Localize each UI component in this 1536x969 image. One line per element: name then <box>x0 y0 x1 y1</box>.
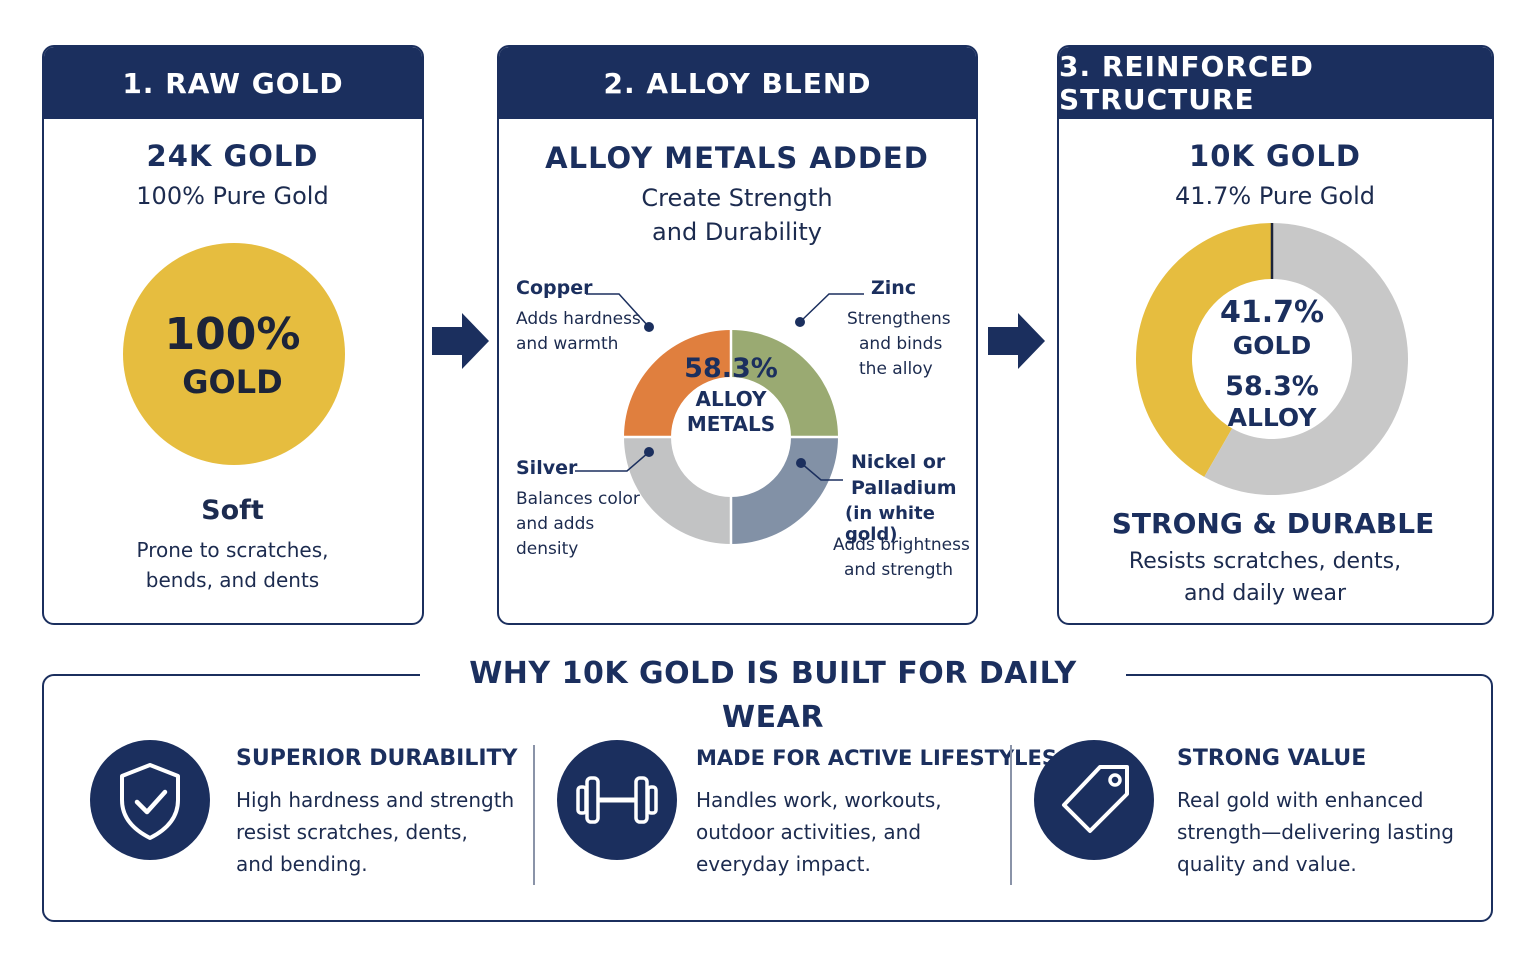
silver-segment <box>624 437 731 544</box>
feature-desc-line1: High hardness and strength <box>236 788 515 812</box>
feature-desc-line3: quality and value. <box>1177 852 1357 876</box>
silver-dot <box>644 447 654 457</box>
alloy-center-label: ALLOY <box>1227 403 1317 432</box>
feature-title: STRONG VALUE <box>1177 746 1367 771</box>
nickel-label-line1: Nickel or <box>851 451 946 473</box>
divider <box>533 745 535 885</box>
nickel-desc-line1: Adds brightness <box>833 535 970 555</box>
step3-subtitle: 41.7% Pure Gold <box>1174 182 1376 210</box>
copper-leader <box>586 293 650 328</box>
step3-title: 10K GOLD <box>1189 139 1361 173</box>
feature-title: MADE FOR ACTIVE LIFESTYLES <box>696 746 1058 770</box>
step1-title: 24K GOLD <box>146 139 319 173</box>
step3-trait: STRONG & DURABLE <box>1111 507 1435 540</box>
nickel-desc-line2: and strength <box>844 560 953 580</box>
shield-check-icon <box>90 740 210 860</box>
feature-desc-line3: everyday impact. <box>696 852 871 876</box>
zinc-desc-line3: the alloy <box>859 359 933 379</box>
gold-alloy-donut-chart <box>1136 223 1408 495</box>
zinc-dot <box>795 317 805 327</box>
panel-header: 3. REINFORCED STRUCTURE <box>1059 47 1492 119</box>
silver-label: Silver <box>516 457 578 479</box>
alloy-segment <box>1204 223 1408 495</box>
gold-segment <box>1136 223 1272 477</box>
nickel-leader <box>800 462 843 481</box>
pure-gold-circle <box>123 243 345 465</box>
alloy-center-percent: 58.3% <box>1225 371 1319 402</box>
nickel-segment <box>731 437 838 544</box>
nickel-dot <box>796 458 806 468</box>
step1-desc-line2: bends, and dents <box>145 568 320 592</box>
silver-leader <box>575 451 650 472</box>
feature-desc-line2: strength—delivering lasting <box>1177 820 1455 844</box>
gold-disc <box>123 243 345 465</box>
copper-desc-line1: Adds hardness <box>516 309 641 329</box>
benefits-title: WHY 10K GOLD IS BUILT FOR DAILY WEAR <box>420 652 1126 735</box>
panel-raw-gold: 1. RAW GOLD 24K GOLD 100% Pure Gold 100%… <box>42 45 424 625</box>
nickel-label-line3: (in white gold) <box>845 503 935 545</box>
panel-alloy-blend: 2. ALLOY BLEND ALLOY METALS ADDED Create… <box>497 45 978 625</box>
gold-center-percent: 41.7% <box>1219 295 1325 330</box>
alloy-donut-chart <box>575 293 864 544</box>
zinc-desc-line1: Strengthens <box>847 309 951 329</box>
alloy-center-percent: 58.3% <box>684 353 778 384</box>
copper-desc-line2: and warmth <box>516 334 619 354</box>
arrow-right-icon <box>432 313 489 369</box>
feature-title: SUPERIOR DURABILITY <box>236 746 518 771</box>
step3-desc-line1: Resists scratches, dents, <box>1128 549 1402 574</box>
feature-desc-line1: Handles work, workouts, <box>696 788 942 812</box>
copper-segment <box>624 330 731 437</box>
feature-desc-line2: outdoor activities, and <box>696 820 922 844</box>
copper-label: Copper <box>516 277 593 299</box>
circle-percent: 100% <box>164 309 301 360</box>
step1-desc-line1: Prone to scratches, <box>136 538 329 562</box>
panel-header: 1. RAW GOLD <box>44 47 422 119</box>
nickel-label-line2: Palladium <box>851 477 957 499</box>
alloy-center-line3: METALS <box>686 412 776 436</box>
copper-dot <box>644 322 654 332</box>
step2-subtitle-line2: and Durability <box>652 218 822 246</box>
zinc-segment <box>731 330 838 437</box>
step2-subtitle-line1: Create Strength <box>641 184 833 212</box>
arrow-right-icon <box>988 313 1045 369</box>
gold-center-label: GOLD <box>1232 331 1312 360</box>
panel-header: 2. ALLOY BLEND <box>499 47 976 119</box>
alloy-center-line2: ALLOY <box>695 387 767 411</box>
circle-label: GOLD <box>182 363 283 401</box>
step3-desc-line2: and daily wear <box>1183 581 1347 606</box>
silver-desc-line3: density <box>516 539 579 559</box>
zinc-leader <box>799 293 864 323</box>
price-tag-icon <box>1034 740 1154 860</box>
step2-title: ALLOY METALS ADDED <box>545 141 929 175</box>
panel-reinforced-structure: 3. REINFORCED STRUCTURE 10K GOLD 41.7% P… <box>1057 45 1494 625</box>
step1-trait: Soft <box>201 495 264 526</box>
zinc-label: Zinc <box>871 277 917 299</box>
feature-desc-line3: and bending. <box>236 852 368 876</box>
step1-subtitle: 100% Pure Gold <box>136 182 329 210</box>
silver-desc-line1: Balances color <box>516 489 640 509</box>
silver-desc-line2: and adds <box>516 514 595 534</box>
feature-desc-line1: Real gold with enhanced <box>1177 788 1424 812</box>
divider <box>1010 745 1012 885</box>
zinc-desc-line2: and binds <box>859 334 943 354</box>
feature-desc-line2: resist scratches, dents, <box>236 820 468 844</box>
dumbbell-icon <box>557 740 677 860</box>
